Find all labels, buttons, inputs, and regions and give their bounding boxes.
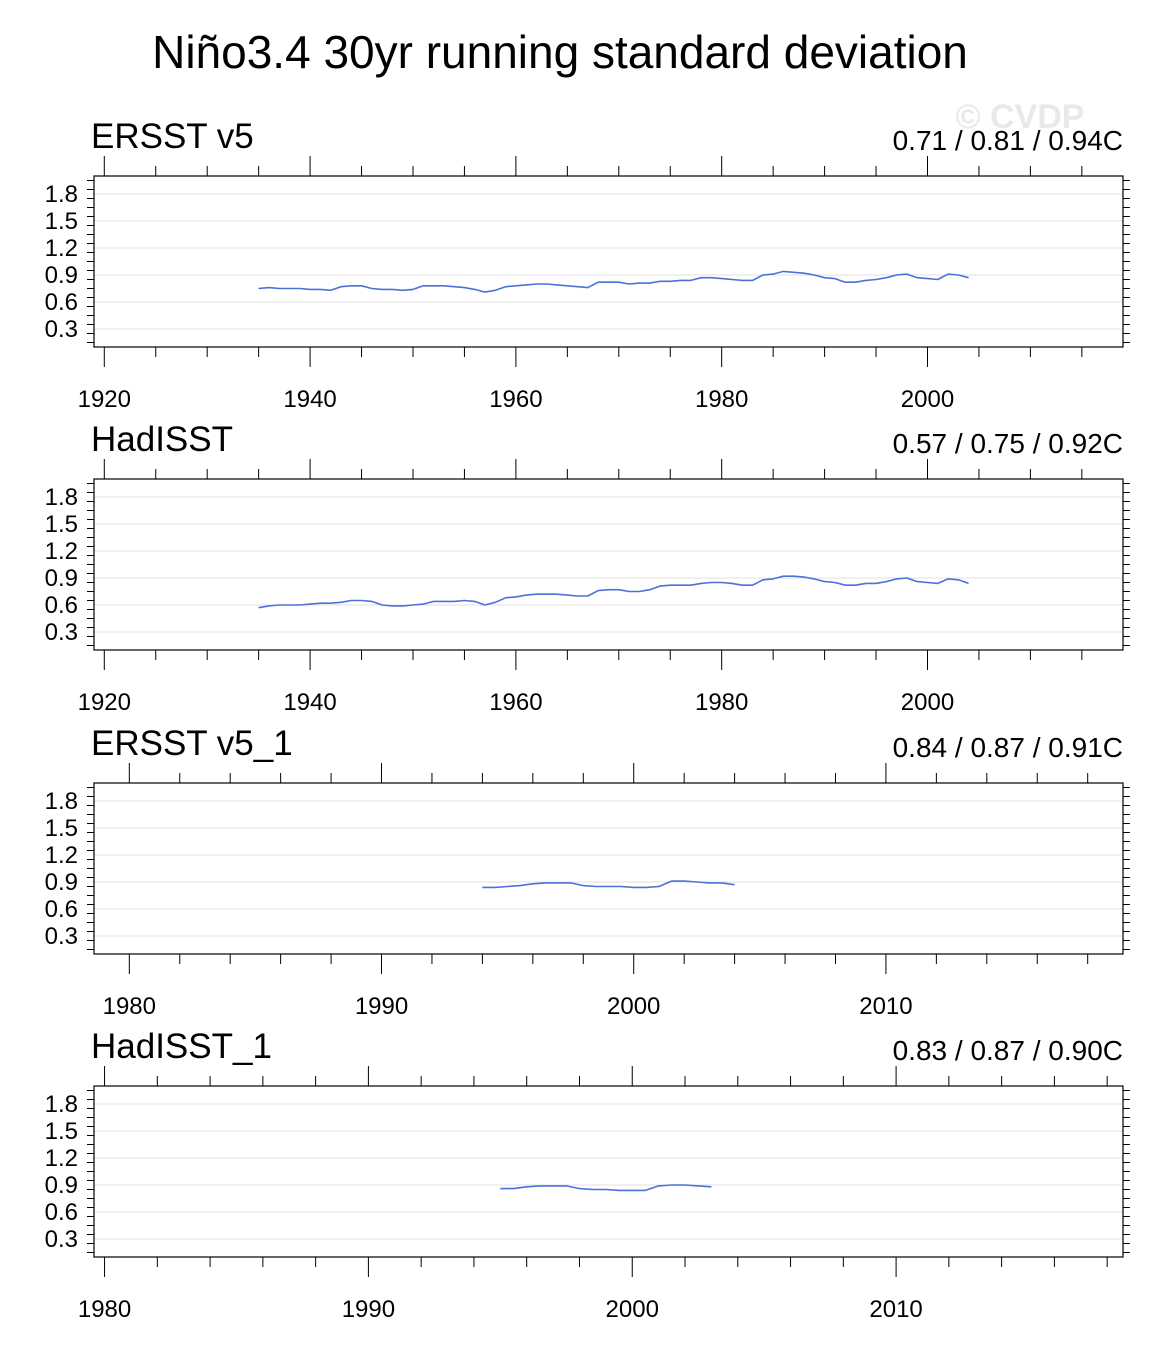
x-tick-label: 1980 (695, 689, 748, 716)
y-tick-label: 1.8 (45, 1091, 78, 1118)
x-tick-label: 1940 (283, 386, 336, 413)
y-tick-label: 0.3 (45, 619, 78, 646)
panel-3: ERSST v5_1 0.84 / 0.87 / 0.91C0.30.60.91.… (45, 724, 1130, 1020)
x-tick-label: 2000 (607, 993, 660, 1020)
x-tick-label: 2000 (606, 1296, 659, 1323)
x-tick-label: 1940 (283, 689, 336, 716)
series-line (482, 880, 735, 889)
y-tick-label: 1.8 (45, 484, 78, 511)
watermark: © CVDP (956, 98, 1085, 136)
panel-title: ERSST v5 (91, 117, 254, 156)
x-tick-label: 2010 (859, 993, 912, 1020)
x-tick-label: 2000 (901, 689, 954, 716)
panel-1: ERSST v5 0.71 / 0.81 / 0.94C0.30.60.91.21… (45, 117, 1130, 413)
y-tick-label: 1.8 (45, 788, 78, 815)
y-tick-label: 0.6 (45, 1199, 78, 1226)
panel-stats: 0.71 / 0.81 / 0.94C (893, 125, 1123, 156)
x-tick-label: 2010 (869, 1296, 922, 1323)
y-tick-label: 1.5 (45, 815, 78, 842)
series-line (258, 270, 969, 293)
figure-title: Niño3.4 30yr running standard deviation (152, 26, 968, 78)
y-tick-label: 0.9 (45, 262, 78, 289)
y-tick-label: 1.2 (45, 538, 78, 565)
panel-stats: 0.57 / 0.75 / 0.92C (893, 428, 1123, 459)
plot-frame (93, 478, 1124, 651)
y-tick-label: 0.9 (45, 565, 78, 592)
y-tick-label: 1.2 (45, 1145, 78, 1172)
y-tick-label: 0.6 (45, 289, 78, 316)
x-tick-label: 1960 (489, 386, 542, 413)
y-tick-label: 1.5 (45, 208, 78, 235)
plot-frame (93, 175, 1124, 348)
x-tick-label: 1920 (78, 386, 131, 413)
x-tick-label: 1980 (78, 1296, 131, 1323)
y-tick-label: 0.6 (45, 592, 78, 619)
x-tick-label: 1980 (695, 386, 748, 413)
x-tick-label: 1920 (78, 689, 131, 716)
y-tick-label: 0.9 (45, 869, 78, 896)
y-tick-label: 0.6 (45, 896, 78, 923)
panel-stats: 0.84 / 0.87 / 0.91C (893, 732, 1123, 763)
y-tick-label: 1.5 (45, 511, 78, 538)
y-tick-label: 0.3 (45, 316, 78, 343)
x-tick-label: 1960 (489, 689, 542, 716)
y-tick-label: 0.3 (45, 1226, 78, 1253)
plot-frame (93, 1085, 1124, 1258)
series-line (500, 1184, 712, 1192)
panels: ERSST v5 0.71 / 0.81 / 0.94C0.30.60.91.21… (45, 117, 1130, 1323)
x-tick-label: 1990 (355, 993, 408, 1020)
y-tick-label: 1.8 (45, 181, 78, 208)
y-tick-label: 0.9 (45, 1172, 78, 1199)
plot-frame (93, 782, 1124, 955)
panel-title: HadISST (91, 420, 233, 459)
panel-4: HadISST_1 0.83 / 0.87 / 0.90C 0.30.60.91.2… (45, 1027, 1130, 1323)
y-tick-label: 0.3 (45, 923, 78, 950)
panel-title: HadISST_1 (91, 1027, 272, 1066)
y-tick-label: 1.2 (45, 842, 78, 869)
y-tick-label: 1.5 (45, 1118, 78, 1145)
x-tick-label: 1990 (342, 1296, 395, 1323)
series-line (258, 575, 969, 609)
panel-stats: 0.83 / 0.87 / 0.90C (893, 1035, 1123, 1066)
y-tick-label: 1.2 (45, 235, 78, 262)
x-tick-label: 1980 (103, 993, 156, 1020)
panel-2: HadISST 0.57 / 0.75 / 0.92C0.30.60.91.21.… (45, 420, 1130, 716)
panel-title: ERSST v5_1 (91, 724, 293, 763)
x-tick-label: 2000 (901, 386, 954, 413)
